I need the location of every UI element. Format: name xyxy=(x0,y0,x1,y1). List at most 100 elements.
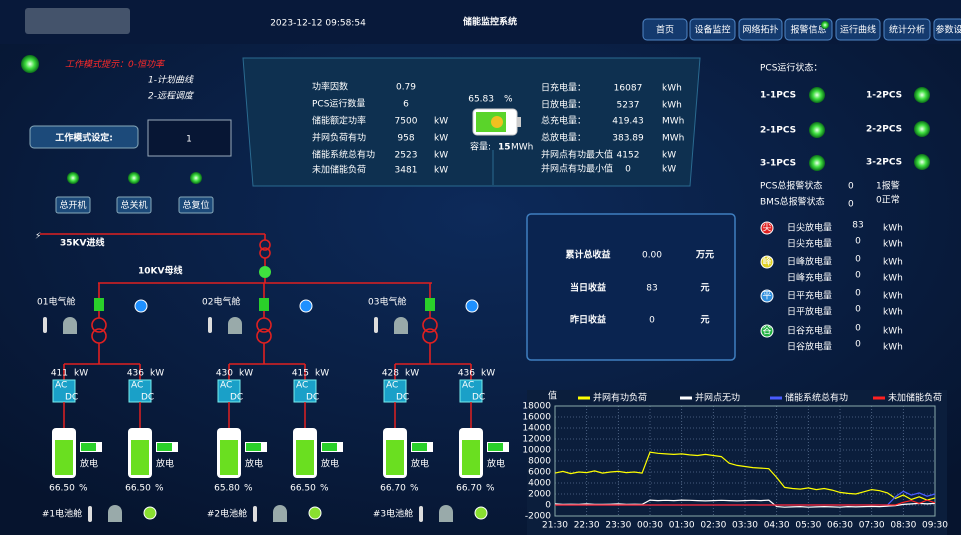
control-label: 总开机 xyxy=(59,199,86,211)
legend-label: 未加储能负荷 xyxy=(888,392,942,404)
nav-arrow[interactable] xyxy=(299,299,313,313)
summary-label: 并网负荷有功 xyxy=(312,132,366,144)
nav-button[interactable] xyxy=(883,18,931,41)
alarm-icon xyxy=(439,505,453,522)
nav-arrow[interactable] xyxy=(465,299,479,313)
period-icon xyxy=(760,289,774,303)
thermometer-icon xyxy=(419,506,423,522)
x-tick-label: 05:30 xyxy=(795,521,821,531)
mode-hint: 工作模式提示：0-恒功率 xyxy=(65,59,166,70)
datetime: 2023-12-12 09:58:54 xyxy=(270,19,366,29)
feeder xyxy=(394,343,472,380)
nav-label: 参数设 xyxy=(935,24,961,36)
battery-percent: 65.83 xyxy=(468,95,494,105)
series-line xyxy=(554,499,936,508)
nav-arrow[interactable] xyxy=(134,299,148,313)
battery-state: 放电 xyxy=(487,458,505,470)
nav-button[interactable] xyxy=(784,18,833,41)
revenue-unit: 元 xyxy=(700,283,709,294)
control-label: 总关机 xyxy=(120,199,147,211)
energy-unit: kWh xyxy=(883,308,903,318)
battery-level xyxy=(462,440,480,475)
nav-button[interactable] xyxy=(835,18,881,41)
pcs-ac: AC xyxy=(55,381,67,391)
x-tick-label: 02:30 xyxy=(700,521,726,531)
battery-soc-unit: % xyxy=(155,484,164,494)
period-icon-label: 峰 xyxy=(762,257,771,268)
summary-unit: kWh xyxy=(662,101,682,111)
indicator-lamp xyxy=(914,87,930,103)
nav-button[interactable] xyxy=(689,18,736,41)
pcs-dc: DC xyxy=(65,393,78,403)
x-tick-label: 21:30 xyxy=(542,521,568,531)
energy-value: 0 xyxy=(855,271,861,281)
mode-set-button[interactable] xyxy=(29,125,139,149)
indicator-lamp xyxy=(809,122,825,138)
battery-level xyxy=(220,440,238,475)
y-tick-label: 14000 xyxy=(522,424,551,434)
nav-arrow[interactable] xyxy=(474,506,488,520)
mode-hint: 1-计划曲线 xyxy=(148,75,194,86)
energy-unit: kWh xyxy=(883,224,903,234)
battery-soc-unit: % xyxy=(486,484,495,494)
battery-soc: 66.70 xyxy=(380,484,406,494)
revenue-value: 0 xyxy=(649,316,655,326)
thermometer-icon xyxy=(43,317,47,333)
pcs-power-unit: kW xyxy=(315,369,329,379)
energy-label: 日尖放电量 xyxy=(787,222,832,234)
battery-soc: 66.50 xyxy=(290,484,316,494)
pcs-unit-label: 1-1PCS xyxy=(760,91,796,101)
nav-arrow[interactable] xyxy=(308,506,322,520)
revenue-value: 0.00 xyxy=(642,251,662,261)
mode-set-value: 1 xyxy=(186,135,192,145)
summary-label: 日充电量： xyxy=(541,82,586,94)
bus-breaker xyxy=(259,266,271,278)
y-tick-label: 12000 xyxy=(522,435,551,445)
alarm-icon xyxy=(273,505,287,522)
y-tick-label: 18000 xyxy=(522,402,551,412)
control-button[interactable] xyxy=(116,196,152,214)
legend-label: 并网点无功 xyxy=(695,392,740,404)
battery-cabin-name: #2电池舱 xyxy=(207,508,247,520)
summary-value: 958 xyxy=(397,134,414,144)
logo-blur xyxy=(25,8,130,34)
nav-button[interactable] xyxy=(738,18,783,41)
alarm-icon xyxy=(394,317,408,334)
summary-panel xyxy=(242,57,701,187)
pcs-unit-label: 2-2PCS xyxy=(866,125,902,135)
hint-text: 0-恒功率 xyxy=(128,59,166,70)
revenue-value: 83 xyxy=(646,284,657,294)
summary-unit: kW xyxy=(434,117,448,127)
summary-value: 3481 xyxy=(395,166,418,176)
nav-arrow[interactable] xyxy=(143,506,157,520)
y-tick-label: 0 xyxy=(545,501,551,511)
mode-value-box xyxy=(147,119,232,157)
battery-soc-unit: % xyxy=(410,484,419,494)
nav-button[interactable] xyxy=(933,18,961,41)
mode-hint: 2-远程调度 xyxy=(148,91,195,102)
transformer xyxy=(91,317,107,333)
revenue-label: 昨日收益 xyxy=(570,314,606,326)
series-line xyxy=(554,451,936,501)
indicator-lamp xyxy=(809,87,825,103)
pcs-dc: DC xyxy=(396,393,409,403)
pcs-power: 411 xyxy=(51,369,68,379)
indicator-lamp xyxy=(190,172,202,184)
control-button[interactable] xyxy=(55,196,91,214)
battery-small-level xyxy=(412,443,427,451)
alarm-icon xyxy=(63,317,77,334)
summary-unit: kWh xyxy=(662,84,682,94)
x-tick-label: 01:30 xyxy=(669,521,695,531)
energy-label: 日峰充电量 xyxy=(787,272,832,284)
battery-state: 放电 xyxy=(411,458,429,470)
period-icon xyxy=(760,324,774,338)
summary-unit: MWh xyxy=(662,117,684,127)
x-tick-label: 06:30 xyxy=(827,521,853,531)
summary-label: 未加储能负荷 xyxy=(312,164,366,176)
summary-label: 储能额定功率 xyxy=(312,115,366,127)
energy-label: 日平充电量 xyxy=(787,290,832,302)
nav-button[interactable] xyxy=(642,18,688,41)
control-button[interactable] xyxy=(178,196,214,214)
battery-soc-unit: % xyxy=(79,484,88,494)
